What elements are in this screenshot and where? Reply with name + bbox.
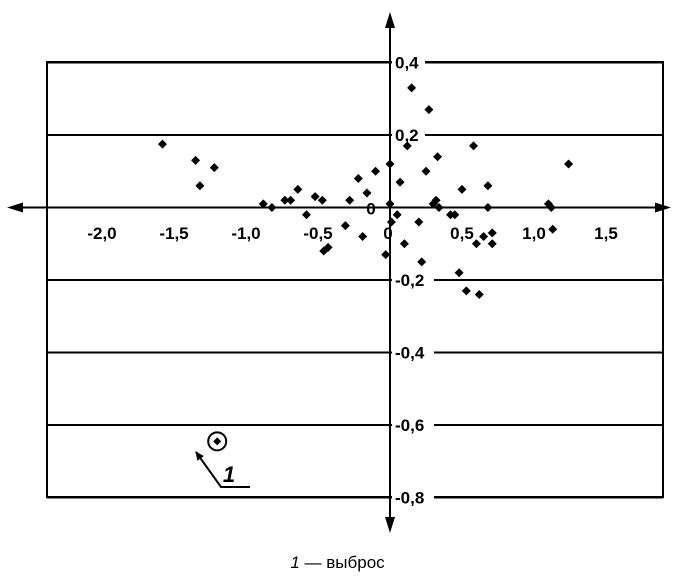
outlier-callout: 1 [195, 431, 250, 488]
data-point [340, 221, 350, 231]
x-tick-label: -1,0 [231, 224, 260, 243]
data-point [323, 242, 333, 252]
data-point [483, 181, 493, 191]
x-axis-arrow-right [655, 202, 671, 213]
y-tick-label: -0,8 [395, 489, 424, 508]
y-tick-label: -0,4 [395, 344, 425, 363]
data-point [395, 177, 405, 187]
data-point [417, 257, 427, 267]
y-tick-label-bg [392, 414, 434, 436]
y-axis-arrow-top [385, 12, 395, 28]
outlier-point [213, 437, 222, 446]
data-point [385, 159, 395, 169]
x-axis-arrow-left [7, 202, 23, 213]
y-tick-label: 0 [366, 200, 375, 219]
data-point [457, 184, 467, 194]
y-tick-label: -0,6 [395, 416, 424, 435]
x-tick-label: -0,5 [303, 224, 332, 243]
data-point [345, 195, 355, 205]
data-point [280, 195, 290, 205]
data-point [385, 199, 395, 209]
grid-lines [47, 61, 663, 499]
x-tick-label: -2,0 [87, 224, 116, 243]
x-tick-label: -1,5 [159, 224, 188, 243]
y-tick-labels: 0,4 0,2 0 -0,2 -0,4 -0,6 -0,8 [366, 51, 434, 509]
data-point [474, 290, 484, 299]
data-point [195, 181, 205, 191]
data-point [371, 166, 381, 176]
data-point [293, 184, 303, 194]
caption-number: 1 [290, 553, 300, 572]
data-point [450, 210, 460, 220]
data-point [431, 195, 441, 205]
y-tick-label-bg [392, 124, 425, 146]
data-point [362, 188, 372, 198]
data-point [157, 139, 167, 149]
y-tick-label-bg [392, 341, 434, 364]
data-point [209, 163, 219, 173]
data-point [267, 203, 277, 212]
data-point [487, 239, 497, 249]
y-tick-label-bg [392, 51, 425, 74]
data-point [386, 217, 396, 227]
data-point [191, 155, 201, 165]
data-point [487, 228, 497, 238]
data-point [258, 199, 268, 209]
data-point [286, 195, 296, 205]
data-point [434, 203, 444, 212]
callout-leader [195, 451, 250, 488]
y-tick-label-bg [392, 269, 434, 291]
data-point [454, 268, 464, 278]
data-point [310, 192, 320, 202]
figure-caption: 1 — выброс [0, 553, 675, 573]
data-point [433, 152, 443, 162]
data-point [424, 105, 434, 115]
outlier-label: 1 [223, 462, 235, 487]
caption-text: — выброс [299, 553, 385, 572]
data-point [317, 195, 327, 205]
data-point [469, 141, 479, 151]
data-point [548, 224, 558, 234]
y-tick-label: -0,2 [395, 271, 424, 290]
plot-frame [46, 61, 664, 498]
data-point [546, 203, 556, 212]
data-point [353, 174, 363, 183]
y-tick-label-bg [392, 486, 434, 509]
data-point [414, 217, 424, 227]
axes [7, 12, 671, 533]
data-point [301, 210, 311, 220]
x-tick-label: 0,5 [450, 224, 474, 243]
data-point [358, 232, 368, 241]
y-tick-label: 0,2 [395, 126, 419, 145]
y-tick-label: 0,4 [395, 54, 419, 73]
y-axis-arrow-bottom [385, 517, 395, 533]
data-point [461, 286, 471, 296]
data-point [399, 239, 409, 249]
data-points [157, 83, 574, 299]
data-point [564, 159, 574, 169]
x-tick-label: 0 [383, 224, 392, 243]
outlier-circle [207, 431, 228, 452]
data-point [407, 83, 417, 93]
x-tick-labels: -2,0 -1,5 -1,0 -0,5 0 0,5 1,0 1,5 [87, 224, 617, 243]
x-tick-label: 1,0 [522, 224, 546, 243]
data-point [402, 141, 412, 151]
data-point [381, 250, 391, 260]
data-point [392, 210, 402, 220]
data-point [479, 232, 489, 241]
data-point [421, 166, 431, 176]
x-tick-label: 1,5 [594, 224, 618, 243]
data-point [483, 203, 493, 212]
data-point [471, 239, 481, 249]
